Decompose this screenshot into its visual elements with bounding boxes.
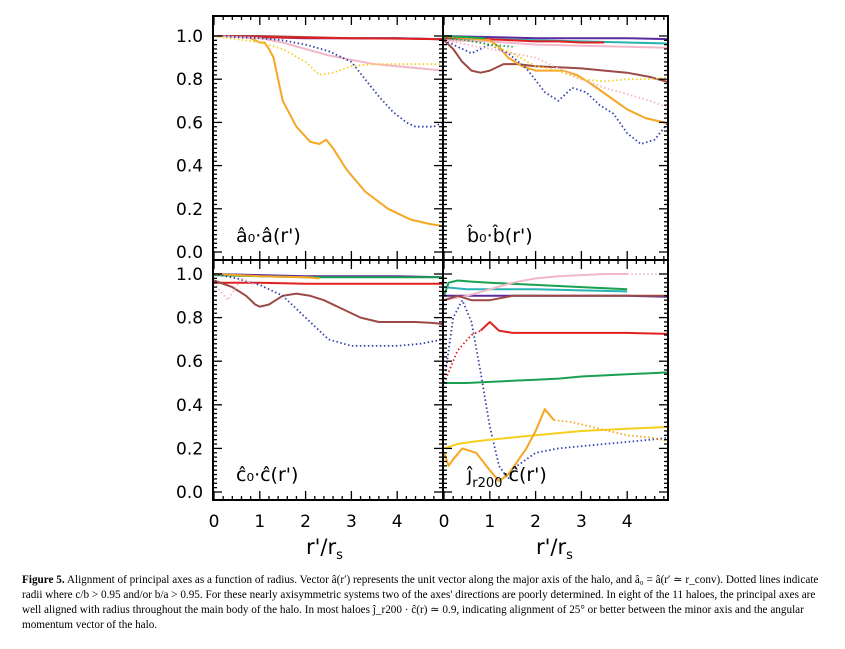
x-tick-label: 2 xyxy=(530,512,541,532)
series-line-top-left-5 xyxy=(213,35,443,128)
series-line-top-left-0 xyxy=(214,35,443,228)
x-tick-label: 3 xyxy=(576,512,587,532)
figure-caption: Figure 5. Alignment of principal axes as… xyxy=(22,573,827,633)
series-line-bottom-right-2 xyxy=(443,286,628,293)
y-tick-label: 1.0 xyxy=(176,27,203,47)
series-line-top-left-4 xyxy=(213,35,443,72)
series-line-top-right-5 xyxy=(443,35,668,126)
x-axis-title-right-sub: s xyxy=(566,548,573,563)
figure-canvas: 0.00.20.40.60.81.00.00.20.40.60.81.00 1 2 3… xyxy=(176,15,669,563)
panel-top-left xyxy=(213,35,443,228)
panel-label-top-left: â₀·â(r') xyxy=(236,225,301,247)
caption-text: Alignment of principal axes as a functio… xyxy=(22,574,819,631)
panel-label-bottom-right-main: ĵ xyxy=(466,464,473,486)
series-line-bottom-right-12 xyxy=(553,419,668,442)
y-tick-label: 0.6 xyxy=(176,113,203,133)
y-tick-label: 0.0 xyxy=(176,243,203,263)
y-tick-label: 0.2 xyxy=(176,439,203,459)
x-axis-title-left-sub: s xyxy=(336,548,343,563)
panel-bottom-left xyxy=(213,273,443,347)
x-axis-title-right-main: r'/r xyxy=(536,535,566,559)
series-line-bottom-right-1 xyxy=(443,279,628,297)
y-tick-label: 0.8 xyxy=(176,70,203,90)
series-line-top-right-8 xyxy=(443,39,668,109)
panel-label-bottom-left: ĉ₀·ĉ(r') xyxy=(236,464,298,486)
y-tick-label: 0.2 xyxy=(176,200,203,220)
series-line-top-left-6 xyxy=(213,35,443,76)
x-axis-title-right: r'/rs xyxy=(536,535,573,563)
y-tick-label: 0.0 xyxy=(176,483,203,503)
series-line-bottom-right-9 xyxy=(443,299,668,480)
x-tick-label: 1 xyxy=(254,512,265,532)
x-tick-label: 3 xyxy=(346,512,357,532)
y-tick-label: 0.4 xyxy=(176,157,203,177)
series-line-bottom-left-5 xyxy=(213,273,443,347)
x-tick-label: 0 xyxy=(439,512,450,532)
panel-label-top-right: b̂₀·b̂(r') xyxy=(466,225,532,247)
x-tick-label: 2 xyxy=(300,512,311,532)
series-line-bottom-left-3 xyxy=(214,281,443,285)
y-tick-label: 1.0 xyxy=(176,265,203,285)
panel-label-bottom-right-rest: ·ĉ(r') xyxy=(502,464,546,486)
y-tick-label: 0.4 xyxy=(176,396,203,416)
x-tick-label: 4 xyxy=(392,512,403,532)
y-tick-label: 0.6 xyxy=(176,352,203,372)
panel-label-bottom-right: ĵr200·ĉ(r') xyxy=(466,464,547,491)
x-tick-label: 4 xyxy=(622,512,633,532)
series-line-bottom-right-4 xyxy=(443,273,628,302)
series-line-top-right-3 xyxy=(443,39,668,49)
series-line-top-right-6 xyxy=(443,39,668,145)
panel-top-right xyxy=(443,35,668,145)
series-line-bottom-left-2 xyxy=(213,273,320,280)
x-tick-label: 1 xyxy=(484,512,495,532)
panel-label-bottom-right-sub: r200 xyxy=(472,476,502,491)
series-line-bottom-right-6 xyxy=(479,321,668,335)
series-line-bottom-left-4 xyxy=(213,279,443,326)
x-tick-label: 0 xyxy=(209,512,220,532)
panel-frame-bottom-right xyxy=(442,259,669,501)
y-tick-label: 0.8 xyxy=(176,309,203,329)
series-line-bottom-right-8 xyxy=(443,294,668,302)
series-line-bottom-right-11 xyxy=(443,408,555,483)
panel-bottom-right xyxy=(443,273,668,483)
series-line-bottom-right-10 xyxy=(443,425,668,450)
series-line-bottom-right-0 xyxy=(444,371,668,384)
panel-frame-top-left xyxy=(212,15,444,261)
panel-frame-top-right xyxy=(442,15,669,261)
series-line-top-right-0 xyxy=(443,35,668,41)
x-axis-title-left-main: r'/r xyxy=(306,535,336,559)
x-axis-title-left: r'/rs xyxy=(306,535,343,563)
figure-label: Figure 5. xyxy=(22,574,65,586)
series-line-bottom-right-7 xyxy=(443,329,481,384)
